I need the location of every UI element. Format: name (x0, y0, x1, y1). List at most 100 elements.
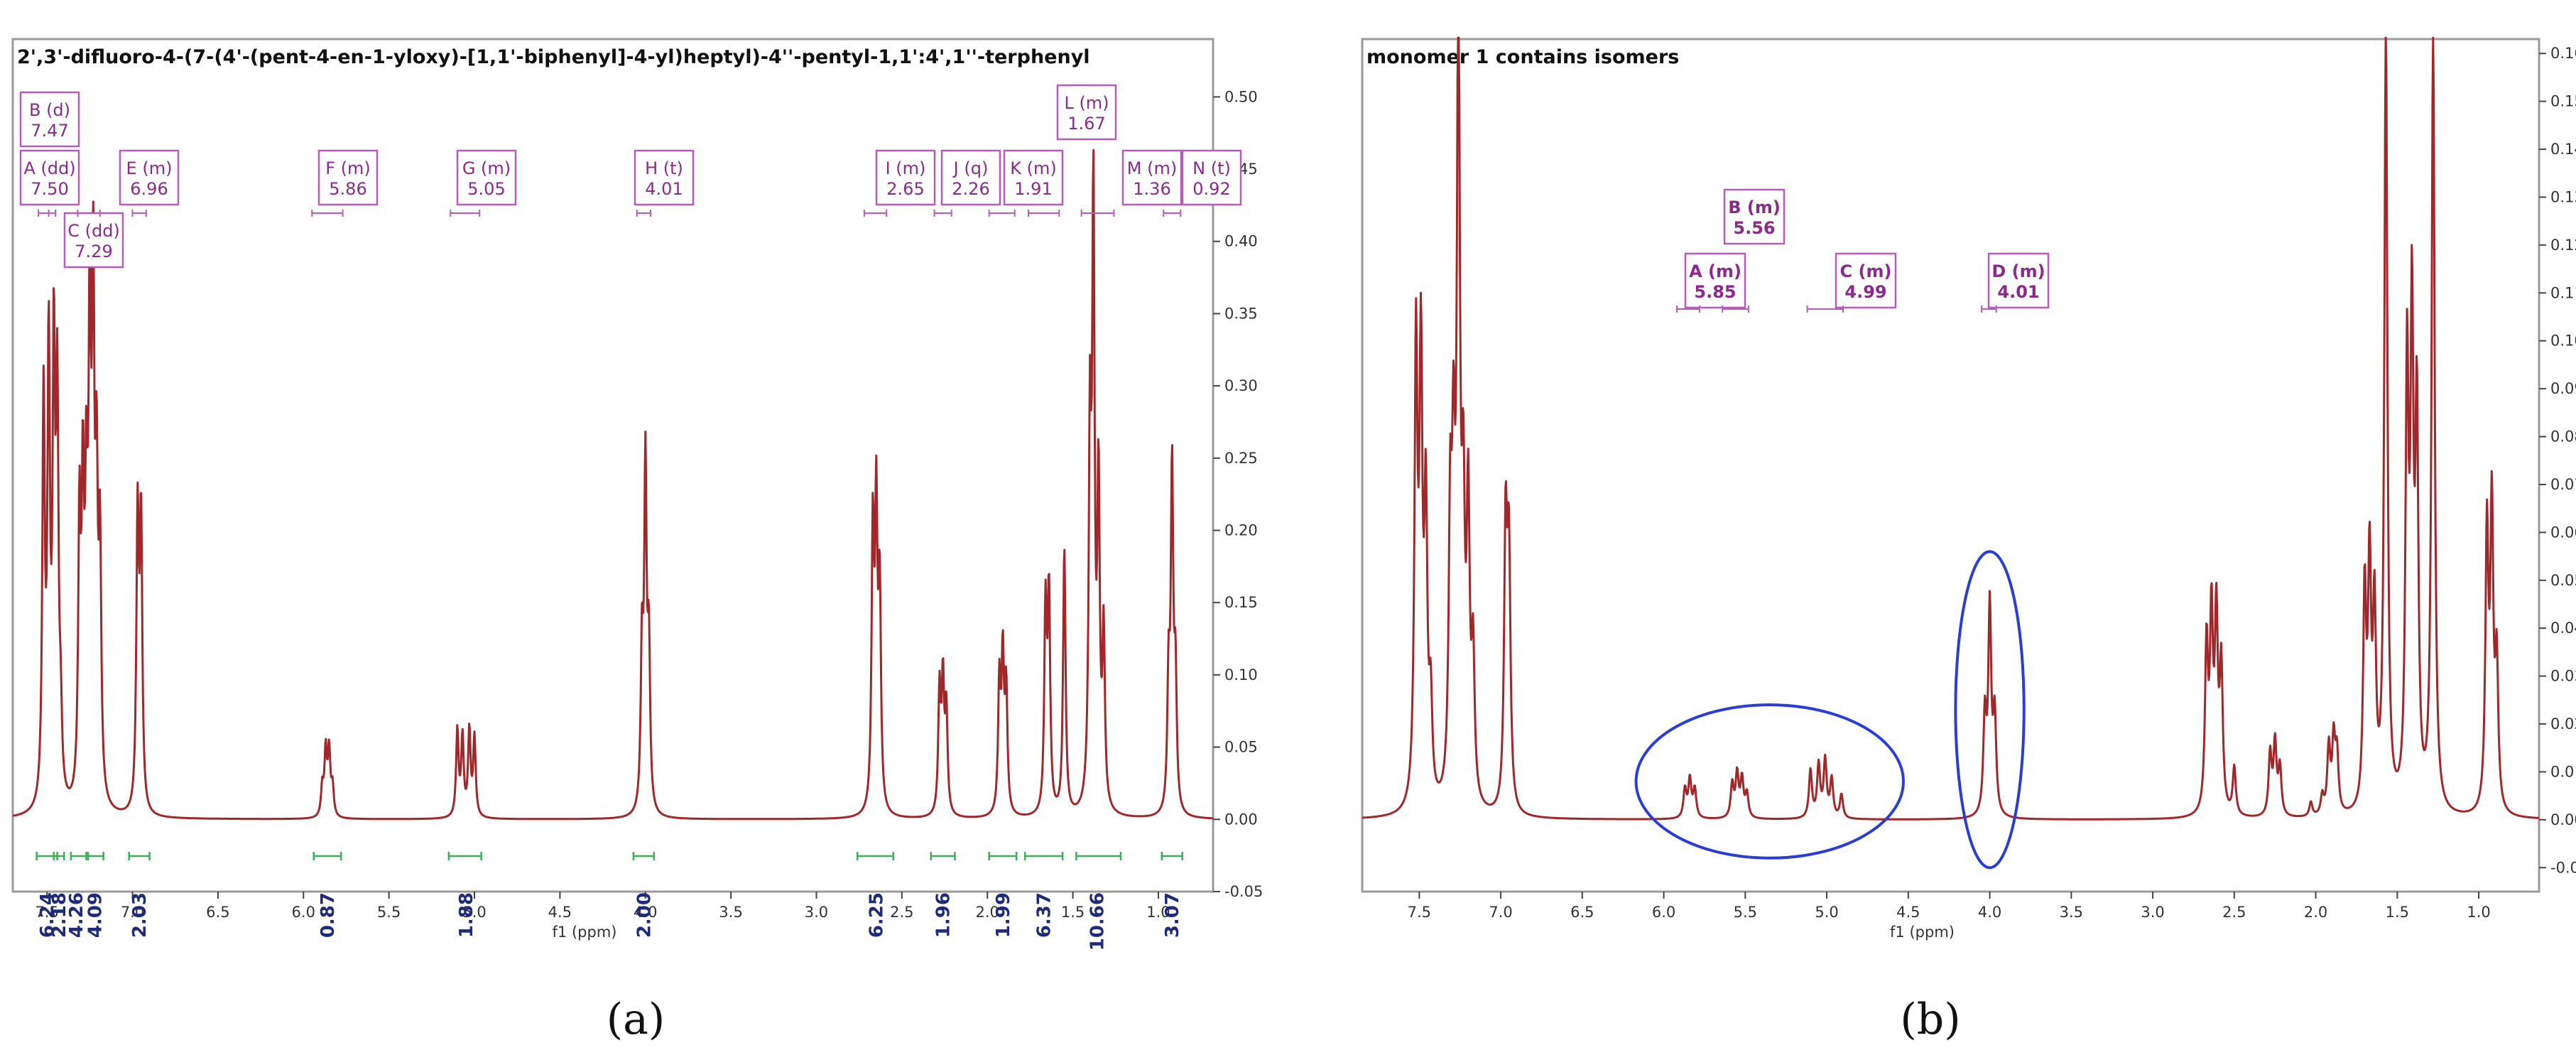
y-tick-label: 0.50 (1224, 88, 1258, 105)
x-tick-label: 1.0 (1146, 904, 1170, 921)
x-tick-label: 3.0 (2141, 904, 2164, 921)
x-tick-label: 6.5 (1570, 904, 1594, 921)
x-tick-label: 5.0 (1815, 904, 1838, 921)
x-tick-label: 5.0 (462, 904, 486, 921)
y-tick-label: 0.11 (2550, 284, 2576, 301)
peak-shift: 0.92 (1192, 179, 1230, 199)
x-tick-label: 7.0 (121, 904, 144, 921)
y-tick-label: 0.00 (2550, 811, 2576, 828)
peak-label-box (119, 149, 180, 206)
x-tick-label: 5.5 (1734, 904, 1757, 921)
y-tick-label: 0.09 (2550, 380, 2576, 397)
y-tick-label: -0.01 (2550, 859, 2576, 876)
peak-label-box (19, 149, 80, 206)
x-tick-label: 3.0 (805, 904, 828, 921)
peak-label: C (dd) (67, 221, 120, 241)
peak-label: B (d) (29, 100, 70, 120)
peak-label: A (dd) (23, 158, 75, 178)
y-tick-label: 0.16 (2550, 45, 2576, 62)
integral-value: 1.99 (993, 892, 1014, 938)
integral-value: 6.37 (1034, 892, 1055, 938)
y-tick-label: 0.14 (2550, 141, 2576, 158)
y-tick-label: 0.04 (2550, 620, 2576, 637)
y-tick-label: 0.12 (2550, 237, 2576, 254)
x-tick-label: 2.0 (976, 904, 999, 921)
peak-label: L (m) (1064, 93, 1109, 113)
peak-label-box (875, 149, 936, 206)
x-tick-label: 6.0 (292, 904, 315, 921)
peak-label-box (634, 149, 695, 206)
x-tick-label: 7.5 (1408, 904, 1431, 921)
chart-title: 2',3'-difluoro-4-(7-(4'-(pent-4-en-1-ylo… (17, 46, 1090, 68)
peak-label-box (1684, 252, 1746, 309)
peak-label-box (63, 212, 124, 269)
peak-shift: 7.29 (75, 242, 112, 261)
peak-label: G (m) (462, 158, 511, 178)
peak-shift: 2.26 (952, 179, 989, 199)
spectrum-trace (12, 148, 1214, 821)
x-tick-label: 4.0 (1978, 904, 2001, 921)
x-tick-label: 1.5 (1061, 904, 1085, 921)
x-tick-label: 2.5 (890, 904, 913, 921)
spectrum-trace (1362, 36, 2540, 821)
integral-value: 3.07 (1162, 892, 1183, 938)
integral-value: 1.96 (933, 892, 955, 938)
x-tick-label: 3.5 (2060, 904, 2083, 921)
y-tick-label: 0.03 (2550, 668, 2576, 685)
peak-label: C (m) (1840, 261, 1892, 281)
x-tick-label: 2.0 (2304, 904, 2327, 921)
peak-label: K (m) (1010, 158, 1056, 178)
integral-value: 10.66 (1087, 892, 1108, 951)
peak-shift: 6.96 (130, 179, 168, 199)
y-tick-label: 0.02 (2550, 715, 2576, 732)
peak-label: M (m) (1127, 158, 1177, 178)
x-tick-label: 7.0 (1489, 904, 1512, 921)
integral-value: 6.24 (37, 892, 58, 938)
x-axis-title: f1 (ppm) (553, 924, 617, 941)
integral-value: 0.87 (317, 892, 339, 938)
y-tick-label: 0.40 (1224, 233, 1258, 250)
y-tick-label: 0.00 (1224, 811, 1258, 828)
peak-label: I (m) (886, 158, 926, 178)
nmr-spectrum-b: monomer 1 contains isomers -0.01 0.00 0.01 0… (1361, 36, 2576, 941)
x-tick-label: 4.5 (548, 904, 572, 921)
highlight-ellipse (1954, 550, 2026, 870)
peak-shift: 5.56 (1733, 218, 1775, 238)
y-tick-label: -0.05 (1224, 883, 1263, 900)
x-tick-label: 4.0 (634, 904, 657, 921)
x-tick-label: 6.5 (206, 904, 229, 921)
peak-label: A (m) (1689, 261, 1741, 281)
peak-label-box (1056, 84, 1117, 141)
peak-label: H (t) (645, 158, 683, 178)
integral-value: 6.25 (866, 892, 888, 938)
x-tick-label: 5.5 (377, 904, 401, 921)
peak-label: E (m) (126, 158, 173, 178)
plot-frame (1361, 38, 2540, 893)
peak-shift: 4.99 (1844, 282, 1886, 302)
y-tick-label: 0.35 (1224, 305, 1258, 322)
peak-label-box (1835, 252, 1897, 309)
y-tick-label: 0.15 (1224, 594, 1258, 611)
y-tick-label: 0.30 (1224, 377, 1258, 394)
caption-b: (b) (1900, 995, 1961, 1044)
peak-shift: 7.47 (31, 121, 68, 141)
peak-label-box (940, 149, 1001, 206)
spectrum-panel-b: monomer 1 contains isomers -0.01 0.00 0.01 0… (1349, 0, 2576, 1055)
peak-shift: 4.01 (1997, 282, 2039, 302)
y-tick-label: 0.05 (1224, 739, 1258, 756)
peak-label-box (1723, 188, 1786, 245)
y-tick-label: 0.13 (2550, 188, 2576, 205)
x-tick-label: 4.5 (1896, 904, 1920, 921)
y-tick-label: 0.15 (2550, 93, 2576, 110)
spectrum-panel-a: 2',3'-difluoro-4-(7-(4'-(pent-4-en-1-ylo… (0, 0, 1271, 1055)
peak-label: F (m) (325, 158, 371, 178)
peak-shift: 4.01 (645, 179, 683, 199)
y-tick-label: 0.20 (1224, 522, 1258, 539)
x-tick-label: 1.0 (2467, 904, 2490, 921)
peak-shift: 1.91 (1014, 179, 1052, 199)
y-tick-label: 0.06 (2550, 524, 2576, 541)
integral-value: 4.26 (66, 892, 87, 938)
integral-value: 2.03 (129, 892, 151, 938)
caption-a: (a) (606, 995, 665, 1044)
peak-label-box (317, 149, 379, 206)
